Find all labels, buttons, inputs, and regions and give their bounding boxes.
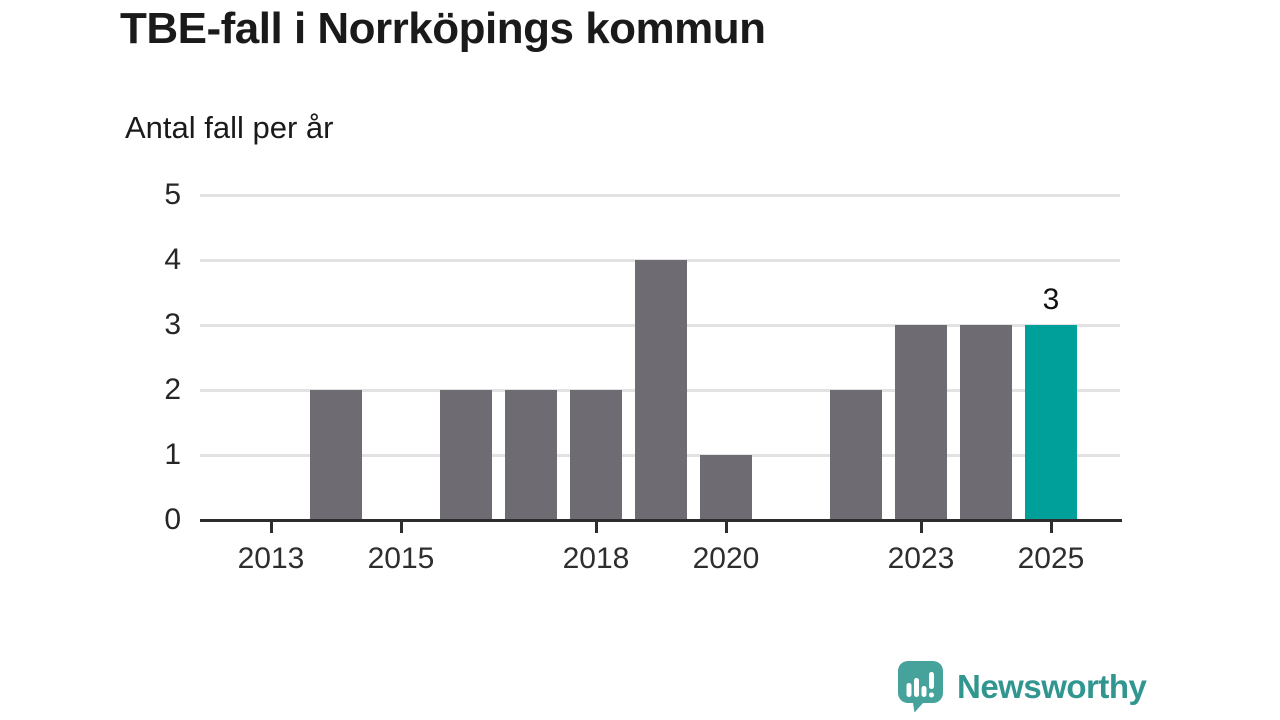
chart-title: TBE-fall i Norrköpings kommun — [120, 4, 766, 53]
x-tick-mark-2020 — [725, 522, 728, 533]
x-axis-line — [200, 519, 1122, 522]
brand-footer: Newsworthy — [897, 660, 1147, 713]
x-axis-tick-label: 2025 — [1017, 542, 1085, 575]
bar-2024 — [960, 325, 1012, 520]
x-axis-tick-label: 2015 — [367, 542, 435, 575]
x-tick-mark-2025 — [1050, 522, 1053, 533]
x-tick-mark-2015 — [400, 522, 403, 533]
bar-2017 — [505, 390, 557, 520]
x-axis-tick-label: 2023 — [887, 542, 955, 575]
x-tick-mark-2013 — [270, 522, 273, 533]
x-axis-tick-label: 2018 — [562, 542, 630, 575]
bar-2023 — [895, 325, 947, 520]
gridline-y-5 — [200, 194, 1120, 197]
y-axis-tick-label: 3 — [164, 308, 181, 341]
x-tick-mark-2023 — [920, 522, 923, 533]
x-axis-tick-label: 2013 — [237, 542, 305, 575]
bar-2019 — [635, 260, 687, 520]
bar-2022 — [830, 390, 882, 520]
x-tick-mark-2018 — [595, 522, 598, 533]
y-axis-tick-label: 4 — [164, 243, 181, 276]
bar-2025 — [1025, 325, 1077, 520]
newsworthy-logo-icon — [898, 661, 943, 713]
bar-2014 — [310, 390, 362, 520]
y-axis-tick-label: 1 — [164, 438, 181, 471]
y-axis-tick-label: 0 — [164, 503, 181, 536]
bar-2018 — [570, 390, 622, 520]
x-axis-tick-label: 2020 — [692, 542, 760, 575]
newsworthy-logo-text: Newsworthy — [957, 667, 1147, 705]
bar-2020 — [700, 455, 752, 520]
bar-2016 — [440, 390, 492, 520]
highlight-bar-value-label: 3 — [1042, 283, 1060, 316]
chart-subtitle: Antal fall per år — [125, 110, 334, 145]
y-axis-tick-label: 2 — [164, 373, 181, 406]
y-axis-tick-label: 5 — [164, 178, 181, 211]
